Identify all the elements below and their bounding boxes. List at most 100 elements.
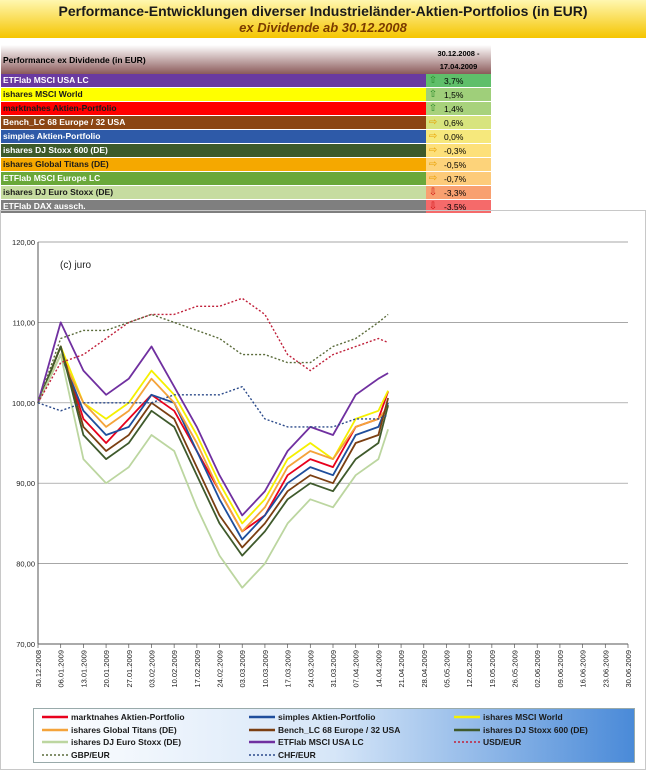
perf-value: 0,0% (444, 131, 464, 142)
performance-table: Performance ex Dividende (in EUR) 30.12.… (1, 45, 491, 214)
table-label: Performance ex Dividende (in EUR) (1, 45, 426, 74)
perf-cell: ⇩ -3,5% (426, 200, 491, 213)
trend-right-arrow-icon: ⇨ (428, 159, 438, 170)
series-line-5 (37, 345, 389, 557)
x-tick-label: 05.05.2009 (442, 650, 451, 688)
legend-label: ishares MSCI World (483, 712, 563, 722)
series-line-3 (37, 353, 389, 533)
perf-value: 1,4% (444, 103, 464, 114)
perf-cell: ⇨ 0,0% (426, 130, 491, 143)
y-tick-label: 120,00 (12, 238, 35, 247)
series-line-4 (37, 345, 389, 549)
x-tick-label: 06.01.2009 (57, 650, 66, 688)
line-chart: 70,00 80,00 90,00 100,00 110,00 120,00 30.12.2… (12, 238, 633, 688)
table-row: ishares DJ Euro Stoxx (DE) ⇩ -3,3% (1, 186, 491, 200)
perf-cell: ⇧ 3,7% (426, 74, 491, 87)
x-tick-label: 30.06.2009 (624, 650, 633, 688)
table-row: ETFlab MSCI Europe LC ⇨ -0,7% (1, 172, 491, 186)
series-line-8 (37, 297, 389, 404)
fund-name: ishares MSCI World (1, 88, 426, 101)
perf-cell: ⇧ 1,4% (426, 102, 491, 115)
legend-entry: ishares Global Titans (DE) (42, 725, 177, 735)
legend-label: ETFlab MSCI USA LC (278, 737, 364, 747)
x-tick-label: 31.03.2009 (329, 650, 338, 688)
x-tick-label: 21.04.2009 (397, 650, 406, 688)
page-header: Performance-Entwicklungen diverser Indus… (0, 0, 646, 38)
legend-label: Bench_LC 68 Europe / 32 USA (278, 724, 401, 735)
trend-up-arrow-icon: ⇧ (428, 103, 438, 114)
perf-value: -3,3% (444, 187, 467, 198)
x-tick-label: 26.05.2009 (511, 650, 520, 688)
legend-swatch (42, 753, 68, 756)
series-line-10 (37, 385, 389, 428)
perf-cell: ⇩ -3,3% (426, 186, 491, 199)
x-tick-label: 30.12.2008 (34, 650, 43, 688)
legend-swatch (42, 740, 68, 744)
legend-entry: GBP/EUR (42, 750, 110, 760)
x-tick-label: 24.02.2009 (216, 650, 225, 688)
fund-name: marktnahes Aktien-Portfolio (1, 102, 426, 115)
x-tick-label: 28.04.2009 (420, 650, 429, 688)
trend-right-arrow-icon: ⇨ (428, 173, 438, 184)
trend-right-arrow-icon: ⇨ (428, 131, 438, 142)
legend-label: ishares DJ Stoxx 600 (DE) (483, 724, 588, 735)
x-tick-label: 12.05.2009 (465, 650, 474, 688)
x-tick-label: 07.04.2009 (352, 650, 361, 688)
y-tick-label: 110,00 (13, 318, 35, 327)
trend-right-arrow-icon: ⇨ (428, 117, 438, 128)
series-line-7 (37, 321, 389, 517)
legend-entry: ishares MSCI World (454, 712, 563, 722)
legend-label: simples Aktien-Portfolio (278, 712, 376, 722)
legend-label: ishares Global Titans (DE) (71, 724, 177, 735)
x-tick-label: 20.01.2009 (102, 650, 111, 688)
series-line-9 (37, 313, 389, 404)
legend-swatch (249, 740, 275, 744)
fund-name: ishares DJ Stoxx 600 (DE) (1, 144, 426, 157)
x-tick-label: 13.01.2009 (79, 650, 88, 688)
y-tick-label: 80,00 (16, 560, 35, 569)
date-range: 30.12.2008 - 17.04.2009 (426, 45, 491, 74)
legend-swatch (454, 715, 480, 719)
table-row: Bench_LC 68 Europe / 32 USA ⇨ 0,6% (1, 116, 491, 130)
trend-down-arrow-icon: ⇩ (428, 201, 438, 212)
page-subtitle: ex Dividende ab 30.12.2008 (239, 20, 407, 35)
x-tick-label: 03.02.2009 (147, 650, 156, 688)
fund-name: simples Aktien-Portfolio (1, 130, 426, 143)
legend-entry: simples Aktien-Portfolio (249, 712, 375, 722)
perf-cell: ⇨ -0,3% (426, 144, 491, 157)
legend-entry: CHF/EUR (249, 750, 316, 760)
fund-name: ETFlab DAX aussch. (1, 200, 426, 213)
perf-value: -0,5% (444, 159, 467, 170)
x-tick-label: 24.03.2009 (306, 650, 315, 688)
legend-label: CHF/EUR (278, 749, 316, 760)
perf-cell: ⇨ -0,7% (426, 172, 491, 185)
y-tick-label: 70,00 (16, 640, 35, 649)
legend-label: ishares DJ Euro Stoxx (DE) (71, 737, 182, 747)
perf-value: 1,5% (444, 89, 464, 100)
x-tick-label: 27.01.2009 (125, 650, 134, 688)
table-header: Performance ex Dividende (in EUR) 30.12.… (1, 45, 491, 74)
y-tick-label: 90,00 (16, 479, 35, 488)
table-row: marktnahes Aktien-Portfolio ⇧ 1,4% (1, 102, 491, 116)
perf-cell: ⇨ -0,5% (426, 158, 491, 171)
legend-swatch (42, 715, 68, 719)
legend-entry: USD/EUR (454, 737, 521, 747)
legend-entry: ishares DJ Euro Stoxx (DE) (42, 737, 181, 747)
perf-value: -0,7% (444, 173, 467, 184)
perf-value: 3,7% (444, 75, 464, 86)
trend-down-arrow-icon: ⇩ (428, 187, 438, 198)
legend-swatch (454, 728, 480, 731)
table-row: ishares Global Titans (DE) ⇨ -0,5% (1, 158, 491, 172)
fund-name: Bench_LC 68 Europe / 32 USA (1, 116, 426, 129)
page-title: Performance-Entwicklungen diverser Indus… (58, 3, 588, 19)
fund-name: ishares DJ Euro Stoxx (DE) (1, 186, 426, 199)
x-tick-label: 17.03.2009 (284, 650, 293, 688)
trend-right-arrow-icon: ⇨ (428, 145, 438, 156)
legend-entry: ishares DJ Stoxx 600 (DE) (454, 725, 588, 735)
legend-entry: ETFlab MSCI USA LC (249, 737, 364, 747)
chart-annotation: (c) juro (60, 260, 92, 271)
table-rows: ETFlab MSCI USA LC ⇧ 3,7% ishares MSCI Worl… (1, 74, 491, 214)
legend-swatch (249, 753, 275, 756)
legend-entry: marktnahes Aktien-Portfolio (42, 712, 185, 722)
x-tick-label: 10.03.2009 (261, 650, 270, 688)
